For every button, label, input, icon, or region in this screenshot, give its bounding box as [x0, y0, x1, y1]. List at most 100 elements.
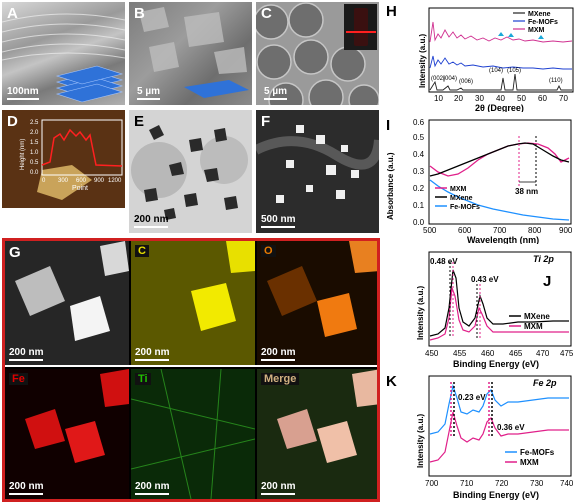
h-xtick-4: 50	[517, 94, 526, 103]
k-title: Fe 2p	[533, 378, 557, 388]
h-peak-4: (105)	[507, 68, 521, 74]
fe-map-sketch	[5, 369, 129, 499]
i-xtick-0: 500	[423, 226, 437, 235]
g-haadf-scale: 200 nm	[9, 347, 44, 361]
d-xtick-2: 600	[76, 178, 87, 184]
i-ytick-2: 0.2	[413, 184, 425, 193]
j-mxene-trace	[429, 269, 569, 337]
h-xtick-2: 30	[475, 94, 484, 103]
k-ann-1: 0.23 eV	[458, 393, 486, 402]
g-row-divider	[5, 365, 377, 367]
j-xtick-0: 450	[425, 349, 439, 358]
panel-b-sem-image: B 5 µm	[129, 2, 252, 105]
k-xtick-4: 740	[560, 479, 574, 488]
i-xtick-2: 700	[493, 226, 507, 235]
panel-g-label: G	[9, 244, 21, 261]
bright-particles-sketch	[256, 110, 379, 233]
panel-j-label: J	[543, 273, 552, 290]
i-xlabel: Wavelength (nm)	[467, 235, 539, 244]
j-xtick-2: 460	[481, 349, 495, 358]
j-chart-svg: 0.48 eV 0.43 eV Ti 2p MXene MXM 450 455 …	[416, 251, 574, 369]
ti-map-sketch	[131, 369, 255, 499]
o-map-sketch	[257, 241, 377, 365]
panel-g-eds-mapping: G 200 nm C 200 nm O 200 nm Fe 2	[2, 238, 380, 502]
i-xtick-1: 600	[458, 226, 472, 235]
h-peak-3: (104)	[489, 68, 503, 74]
panel-b-label: B	[134, 5, 145, 22]
flakes-sketch	[139, 7, 249, 98]
j-xtick-4: 470	[536, 349, 550, 358]
i-annotation: 38 nm	[515, 187, 538, 196]
j-plot-frame	[428, 251, 572, 347]
panel-i-absorbance-chart: 38 nm MXM MXene Fe-MOFs 0.0 0.1 0.2 0.3 …	[383, 116, 577, 244]
panel-a-label: A	[7, 5, 18, 22]
panel-a-scale: 100nm	[7, 86, 39, 100]
d-ylabel: Height (nm)	[20, 139, 26, 170]
g-fe-scale: 200 nm	[9, 481, 44, 495]
d-ytick-3: 1.0	[30, 150, 39, 156]
d-ytick-4: 0.5	[30, 160, 39, 166]
i-legend-1: MXene	[450, 195, 473, 202]
panel-f-label: F	[261, 113, 271, 130]
h-mxm-trace	[429, 21, 573, 43]
panel-d-afm-image: 2.5 2.0 1.5 1.0 0.5 0.0 0 300 600 900 12…	[2, 110, 125, 208]
j-ann-1: 0.48 eV	[430, 257, 458, 266]
i-ylabel: Absorbance (a.u.)	[386, 152, 395, 220]
d-xtick-1: 300	[58, 178, 69, 184]
g-ti-channel-label: Ti	[135, 373, 151, 385]
g-tile-fe: Fe 200 nm	[5, 369, 129, 499]
k-legend-1: MXM	[520, 458, 539, 467]
i-ytick-0: 0.0	[413, 218, 425, 227]
i-ytick-4: 0.4	[413, 150, 425, 159]
panel-f-scale: 500 nm	[261, 214, 296, 228]
panel-k-fe2p-chart: 0.23 eV 0.36 eV Fe 2p Fe-MOFs MXM 700 71…	[383, 372, 577, 502]
h-xtick-6: 70	[559, 94, 568, 103]
i-xtick-4: 900	[559, 226, 573, 235]
panel-c-sem-image: C 5 µm	[256, 2, 379, 105]
i-mxene-trace	[429, 142, 570, 177]
k-xtick-2: 720	[495, 479, 509, 488]
g-c-channel-label: C	[135, 245, 149, 257]
d-ytick-1: 2.0	[30, 130, 39, 136]
h-xtick-1: 20	[454, 94, 463, 103]
h-chart-svg: (002) (004) (006) (104) (105) (110) MXen…	[418, 7, 574, 112]
j-title: Ti 2p	[533, 254, 554, 264]
k-ann-2: 0.36 eV	[497, 423, 525, 432]
k-xtick-0: 700	[425, 479, 439, 488]
g-ti-scale: 200 nm	[135, 481, 170, 495]
i-ytick-5: 0.5	[413, 133, 425, 142]
circles-sketch	[256, 2, 379, 105]
d-xtick-3: 900	[94, 178, 105, 184]
haadf-sketch	[5, 241, 129, 365]
h-legend-0: MXene	[528, 11, 551, 18]
g-merge-scale: 200 nm	[261, 481, 296, 495]
d-ytick-5: 0.0	[30, 170, 39, 176]
d-ytick-2: 1.5	[30, 140, 39, 146]
panel-f-haadf-image: F 500 nm	[256, 110, 379, 233]
g-o-channel-label: O	[261, 245, 276, 257]
j-legend-1: MXM	[524, 322, 543, 331]
panel-c-scale: 5 µm	[264, 86, 287, 100]
i-legend-2: Fe-MOFs	[450, 204, 480, 211]
k-plot-frame	[428, 375, 572, 477]
h-peak-5: (110)	[549, 78, 563, 84]
h-peak-0: (002)	[431, 76, 445, 82]
h-mxene-trace	[429, 73, 572, 91]
j-xlabel: Binding Energy (eV)	[453, 359, 539, 369]
afm-sketch: 2.5 2.0 1.5 1.0 0.5 0.0 0 300 600 900 12…	[2, 110, 125, 208]
k-xtick-1: 710	[460, 479, 474, 488]
panel-d-label: D	[7, 113, 18, 130]
c-map-sketch	[131, 241, 255, 365]
panel-h-xrd-chart: (002) (004) (006) (104) (105) (110) MXen…	[383, 2, 577, 112]
i-xtick-3: 800	[528, 226, 542, 235]
panel-j-ti2p-chart: 0.48 eV 0.43 eV Ti 2p MXene MXM 450 455 …	[383, 248, 577, 370]
g-c-scale: 200 nm	[135, 347, 170, 361]
d-xtick-4: 1200	[108, 178, 122, 184]
d-xlabel: Point	[72, 185, 88, 192]
i-femofs-trace	[429, 179, 570, 221]
h-ylabel: Intensity (a.u.)	[418, 33, 427, 88]
panel-i-label: I	[386, 117, 391, 134]
k-chart-svg: 0.23 eV 0.36 eV Fe 2p Fe-MOFs MXM 700 71…	[416, 375, 574, 500]
j-xtick-3: 465	[509, 349, 523, 358]
panel-b-scale: 5 µm	[137, 86, 160, 100]
